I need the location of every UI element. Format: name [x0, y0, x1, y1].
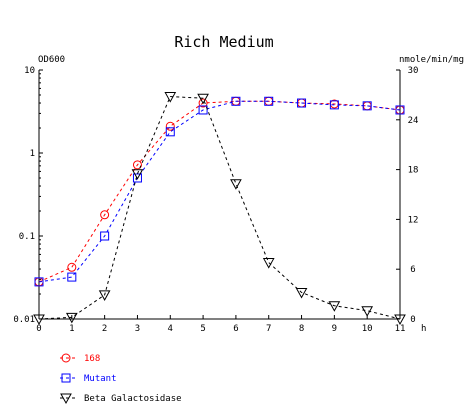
chart-title: Rich Medium [174, 33, 273, 51]
x-axis-title: h [421, 324, 426, 334]
data-point [361, 306, 374, 317]
y-right-tick-label: 30 [408, 66, 419, 76]
y-left-axis-title: OD600 [38, 55, 65, 65]
data-point [132, 160, 142, 170]
y-right-tick-label: 0 [410, 315, 415, 325]
x-tick-label: 10 [362, 324, 373, 334]
data-point [230, 179, 242, 190]
data-point [33, 314, 45, 326]
data-point [198, 105, 208, 115]
data-point [362, 101, 372, 111]
data-point [264, 96, 274, 106]
series-line [38, 96, 401, 320]
x-tick-label: 8 [299, 324, 304, 334]
data-point [262, 258, 275, 269]
data-point [394, 314, 406, 326]
data-point [34, 277, 44, 287]
data-point [297, 98, 307, 108]
x-tick-label: 11 [395, 324, 406, 334]
y-right-tick-label: 24 [408, 116, 419, 126]
y-left-tick-label: 0.01 [13, 315, 35, 325]
data-point [165, 121, 175, 131]
x-tick-label: 7 [266, 324, 271, 334]
x-tick-label: 3 [135, 324, 140, 334]
data-point [295, 287, 308, 299]
data-point [328, 301, 341, 312]
data-point [395, 105, 405, 115]
data-point [164, 92, 177, 103]
x-tick-label: 6 [233, 324, 238, 334]
series-line [38, 100, 401, 283]
x-tick-label: 0 [36, 324, 41, 334]
data-point [165, 127, 175, 137]
legend-label: Mutant [84, 374, 117, 384]
data-point [98, 290, 111, 301]
data-point [198, 98, 208, 108]
x-tick-label: 9 [332, 324, 337, 334]
legend-marker [61, 353, 71, 363]
y-left-tick-label: 0.1 [19, 232, 35, 242]
series-line [38, 100, 401, 283]
x-tick-label: 5 [200, 324, 205, 334]
data-point [100, 210, 110, 220]
data-point [197, 93, 209, 105]
data-point [67, 262, 77, 272]
data-point [231, 96, 241, 106]
y-right-tick-label: 6 [410, 265, 415, 275]
data-point [67, 272, 77, 282]
y-left-tick-label: 10 [24, 66, 35, 76]
y-right-tick-label: 18 [408, 166, 419, 176]
x-tick-label: 2 [102, 324, 107, 334]
legend: 168 Mutant Beta Galactosidase [60, 353, 182, 405]
y-right-tick-label: 12 [408, 215, 419, 225]
data-point [132, 173, 142, 183]
y-left-tick-label: 1 [30, 149, 35, 159]
legend-label: 168 [84, 354, 100, 364]
legend-marker [61, 373, 71, 383]
data-point [100, 231, 110, 241]
legend-label: Beta Galactosidase [84, 394, 182, 404]
data-point [131, 169, 144, 180]
x-tick-label: 4 [168, 324, 173, 334]
y-right-axis-title: nmole/min/mg [399, 55, 464, 65]
x-tick-label: 1 [69, 324, 74, 334]
data-point [65, 312, 78, 324]
data-point [329, 100, 339, 110]
legend-marker [60, 393, 72, 405]
